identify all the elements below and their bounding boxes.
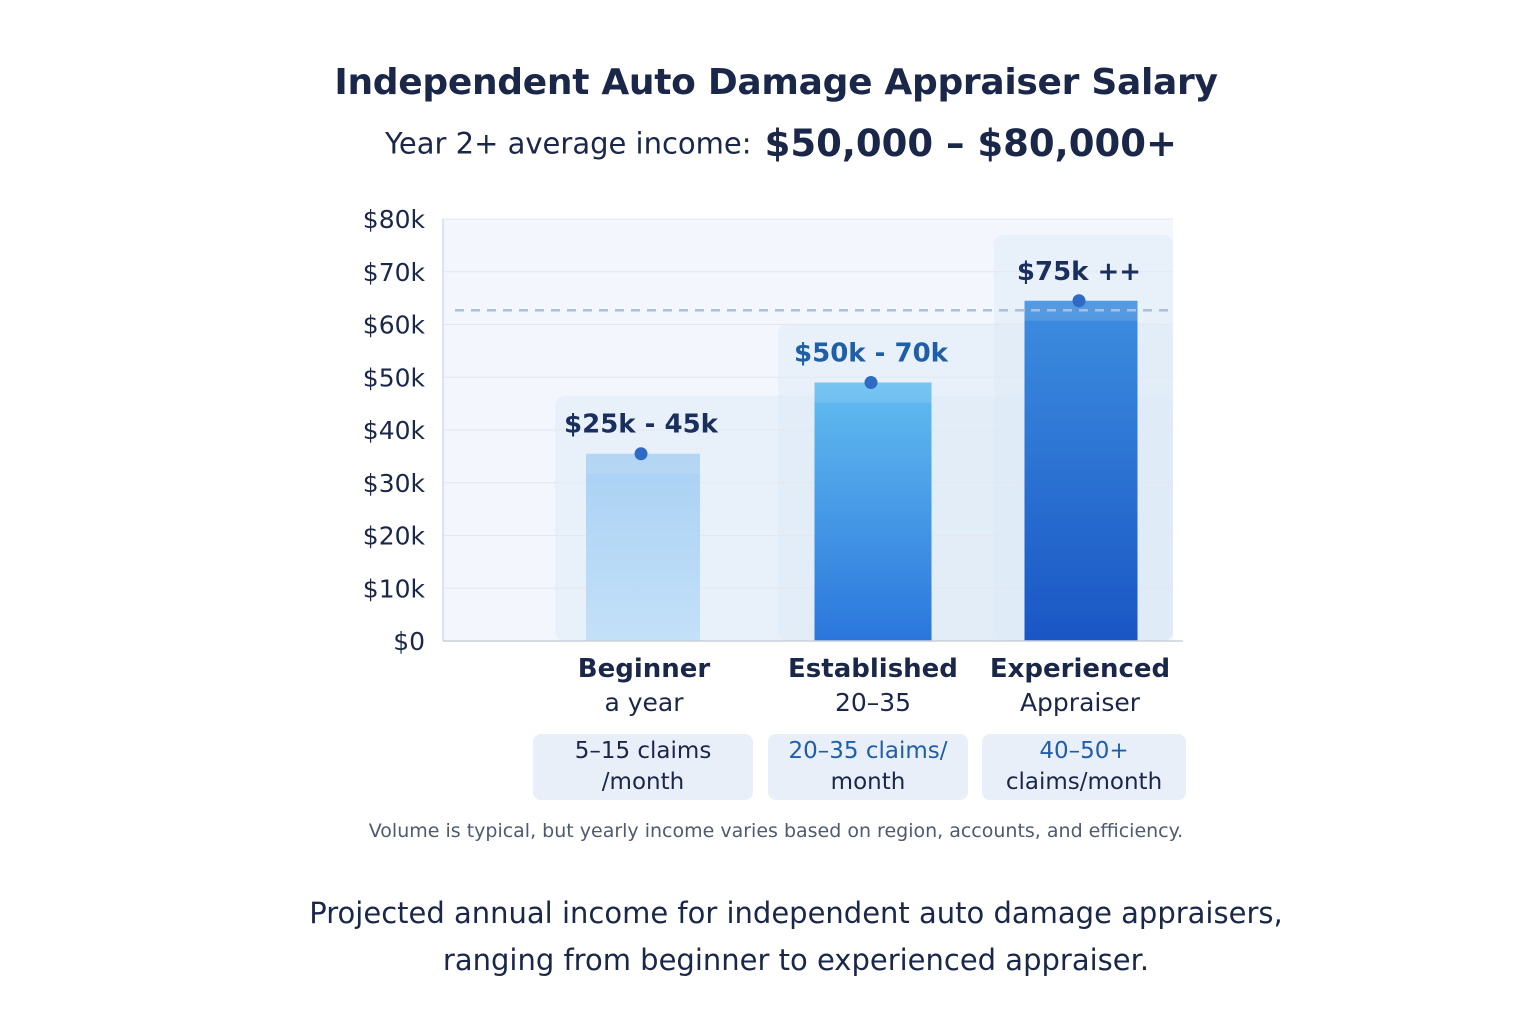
claims-line: 40–50+	[1039, 738, 1129, 764]
y-tick-label: $10k	[363, 574, 426, 603]
footnote: Volume is typical, but yearly income var…	[368, 820, 1184, 842]
category-name: Established	[788, 654, 958, 684]
claims-box-beginner: 5–15 claims /month	[533, 734, 753, 800]
subtitle-label: Year 2+ average income:	[385, 126, 752, 161]
claims-line: claims/month	[1005, 769, 1163, 795]
caption-line-1: Projected annual income for independent …	[309, 896, 1283, 930]
y-tick-label: $70k	[363, 258, 426, 287]
category-beginner: Beginner a year	[554, 652, 734, 720]
y-tick-label: $40k	[363, 416, 426, 445]
figure-caption: Projected annual income for independent …	[0, 890, 1536, 984]
y-tick-label: $50k	[363, 363, 426, 392]
y-tick-label: $60k	[363, 311, 426, 340]
chart-title: Independent Auto Damage Appraiser Salary	[334, 62, 1218, 103]
category-subtitle: 20–35	[834, 688, 912, 717]
claims-line: /month	[601, 769, 685, 795]
y-tick-label: $80k	[363, 205, 426, 234]
value-dot	[634, 447, 648, 461]
caption-line-2: ranging from beginner to experienced app…	[442, 943, 1150, 977]
category-experienced: Experienced Appraiser	[985, 652, 1175, 720]
y-tick-label: $0	[393, 627, 425, 656]
category-subtitle: a year	[604, 688, 684, 717]
bar-cap	[814, 382, 932, 403]
claims-line: 20–35 claims/	[788, 738, 948, 764]
y-tick-label: $20k	[363, 522, 426, 551]
bar-beginner	[586, 453, 700, 641]
claims-box-experienced: 40–50+ claims/month	[982, 734, 1186, 800]
category-established: Established 20–35	[773, 652, 973, 720]
bar-cap	[586, 453, 700, 474]
claims-line: 5–15 claims	[574, 738, 712, 764]
value-dot	[1072, 294, 1086, 308]
bar-experienced	[1024, 300, 1138, 641]
subtitle-income-range: $50,000 – $80,000+	[764, 122, 1177, 165]
category-name: Beginner	[577, 654, 711, 684]
value-dot	[864, 376, 878, 390]
category-name: Experienced	[989, 654, 1171, 684]
bar-range-label: $50k - 70k	[794, 339, 949, 369]
bar-established	[814, 382, 932, 641]
bar-range-label: $75k ++	[1017, 257, 1141, 287]
claims-line: month	[830, 769, 906, 795]
y-tick-label: $30k	[363, 469, 426, 498]
bar-range-label: $25k - 45k	[564, 410, 719, 440]
chart-subtitle: Year 2+ average income: $50,000 – $80,00…	[0, 122, 1536, 165]
claims-box-established: 20–35 claims/ month	[768, 734, 968, 800]
category-subtitle: Appraiser	[1019, 688, 1141, 717]
